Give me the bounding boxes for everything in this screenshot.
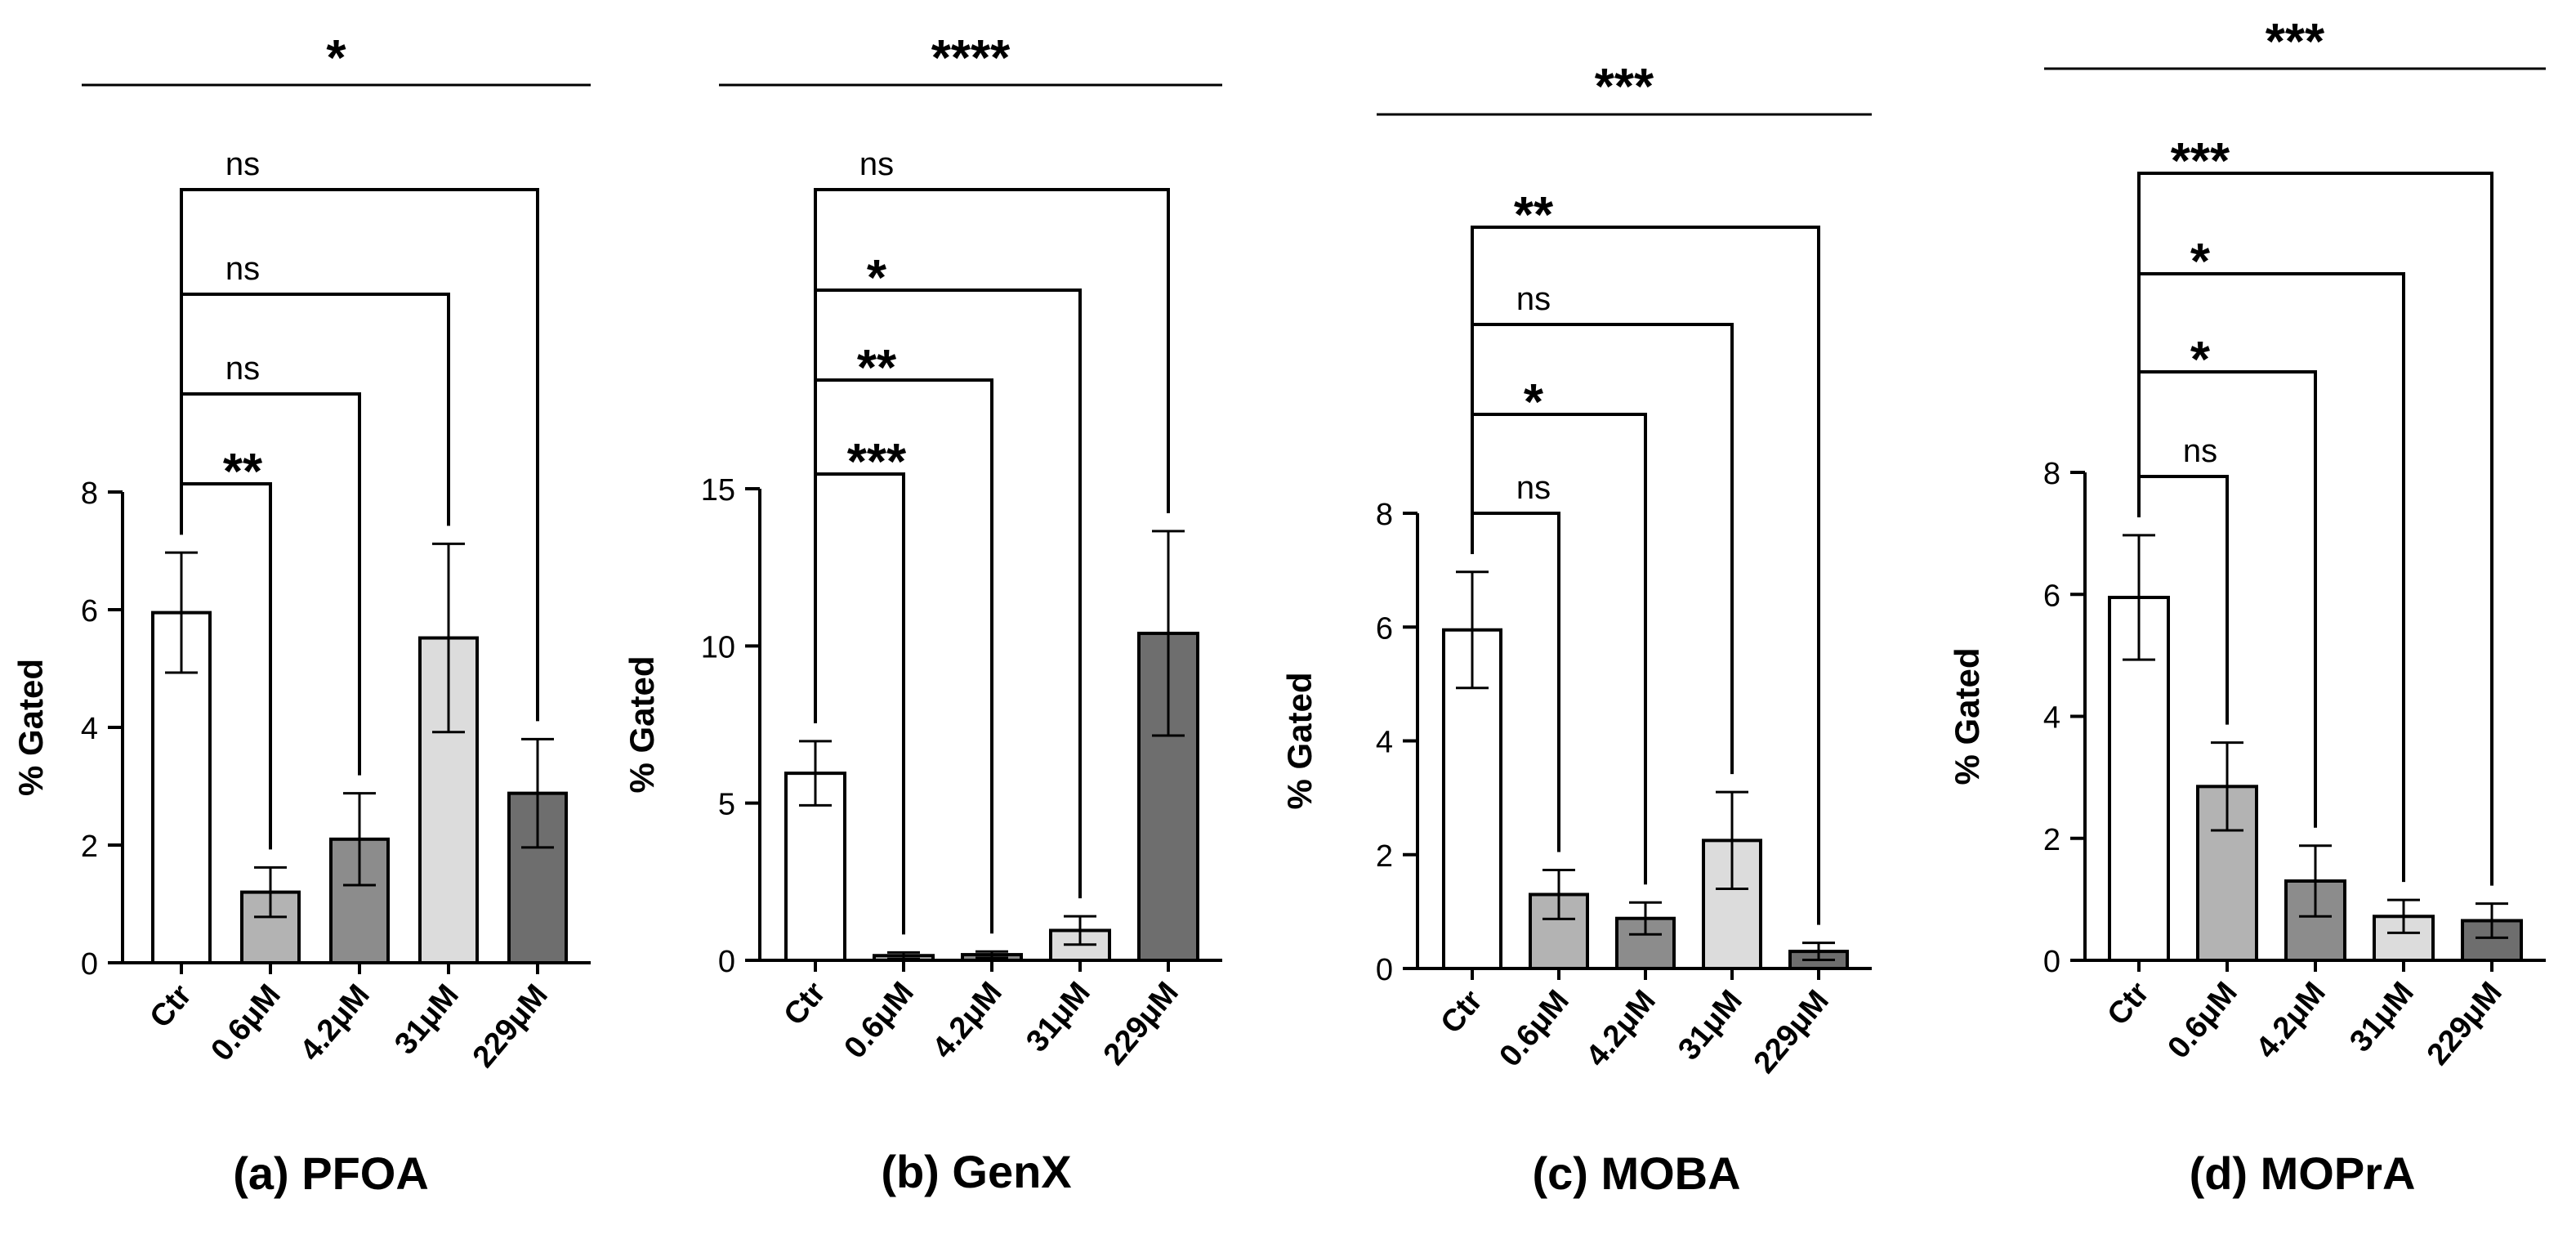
y-tick-label: 6 bbox=[81, 594, 98, 628]
x-tick-label: Ctr bbox=[777, 976, 833, 1032]
y-tick-label: 0 bbox=[1376, 953, 1393, 987]
significance-label: ns bbox=[859, 146, 894, 182]
significance-label: ns bbox=[2183, 433, 2217, 469]
y-tick-label: 2 bbox=[81, 830, 98, 864]
x-tick-label: 4.2μM bbox=[293, 978, 376, 1068]
overall-significance-label: * bbox=[326, 30, 346, 87]
y-tick-label: 4 bbox=[2043, 701, 2060, 736]
y-tick-label: 0 bbox=[2043, 945, 2060, 979]
significance-label: ** bbox=[223, 444, 263, 500]
panel-caption: (d) MOPrA bbox=[2190, 1147, 2416, 1199]
y-tick-label: 6 bbox=[1376, 611, 1393, 646]
panel-pfoa: 0 2 4 6 8 % Gated Ctr 0.6μM 4.2μM 31μM 229μM ** ns ns… bbox=[11, 30, 591, 1199]
significance-label: ** bbox=[857, 340, 897, 396]
x-tick-label: 229μM bbox=[1097, 976, 1185, 1072]
significance-bracket bbox=[180, 188, 539, 722]
significance-label: * bbox=[1524, 374, 1544, 431]
significance-label: ns bbox=[225, 251, 260, 287]
significance-label: ns bbox=[1516, 470, 1551, 506]
overall-significance-label: *** bbox=[2266, 14, 2325, 70]
y-tick-label: 10 bbox=[701, 630, 735, 664]
panel-caption: (b) GenX bbox=[881, 1146, 1071, 1197]
y-tick-label: 5 bbox=[718, 788, 735, 822]
x-tick-label: 4.2μM bbox=[1579, 984, 1662, 1074]
significance-label: ns bbox=[225, 146, 260, 182]
x-tick-label: Ctr bbox=[1434, 984, 1489, 1040]
y-tick-label: 0 bbox=[81, 947, 98, 982]
significance-bracket bbox=[2137, 172, 2493, 886]
y-axis-label: % Gated bbox=[1948, 647, 1986, 785]
y-axis-label: % Gated bbox=[11, 659, 50, 796]
overall-significance-label: **** bbox=[931, 30, 1011, 87]
y-tick-label: 0 bbox=[718, 945, 735, 979]
panel-caption: (c) MOBA bbox=[1532, 1147, 1740, 1199]
significance-bracket bbox=[814, 188, 1170, 723]
x-tick-label: 0.6μM bbox=[837, 976, 920, 1066]
x-tick-label: 4.2μM bbox=[926, 976, 1008, 1066]
y-tick-label: 8 bbox=[2043, 457, 2060, 491]
significance-label: ** bbox=[1514, 187, 1554, 244]
x-tick-label: 31μM bbox=[1672, 984, 1749, 1067]
y-tick-label: 2 bbox=[1376, 839, 1393, 874]
significance-label: ns bbox=[225, 351, 260, 387]
x-tick-label: 4.2μM bbox=[2249, 976, 2332, 1066]
y-tick-label: 4 bbox=[81, 712, 98, 746]
x-tick-label: 0.6μM bbox=[1493, 984, 1575, 1074]
significance-bracket bbox=[1471, 323, 1734, 775]
panel-caption: (a) PFOA bbox=[233, 1147, 429, 1199]
y-axis-label: % Gated bbox=[623, 655, 661, 793]
overall-significance-label: *** bbox=[1595, 59, 1654, 115]
x-tick-label: 31μM bbox=[1020, 976, 1097, 1058]
significance-label: ns bbox=[1516, 281, 1551, 317]
significance-bracket bbox=[180, 293, 450, 535]
significance-label: * bbox=[2190, 332, 2211, 388]
x-tick-label: 0.6μM bbox=[2161, 976, 2243, 1066]
y-tick-label: 8 bbox=[81, 476, 98, 511]
y-tick-label: 15 bbox=[701, 473, 735, 508]
y-tick-label: 2 bbox=[2043, 823, 2060, 857]
y-axis-label: % Gated bbox=[1280, 672, 1319, 809]
x-tick-label: 31μM bbox=[388, 978, 466, 1061]
significance-label: *** bbox=[847, 434, 907, 490]
x-tick-label: 229μM bbox=[2421, 976, 2509, 1072]
x-tick-label: 31μM bbox=[2343, 976, 2421, 1058]
significance-bracket bbox=[1471, 226, 1820, 925]
significance-label: * bbox=[2190, 234, 2211, 290]
significance-bracket bbox=[2137, 272, 2405, 883]
x-tick-label: Ctr bbox=[2101, 976, 2156, 1032]
x-tick-label: 0.6μM bbox=[204, 978, 287, 1068]
y-tick-label: 8 bbox=[1376, 498, 1393, 532]
y-tick-label: 4 bbox=[1376, 726, 1393, 760]
significance-label: *** bbox=[2171, 133, 2230, 190]
significance-label: * bbox=[867, 250, 887, 306]
y-tick-label: 6 bbox=[2043, 579, 2060, 613]
x-tick-label: Ctr bbox=[143, 978, 199, 1035]
x-tick-label: 229μM bbox=[1748, 984, 1836, 1080]
x-tick-label: 229μM bbox=[467, 978, 555, 1075]
